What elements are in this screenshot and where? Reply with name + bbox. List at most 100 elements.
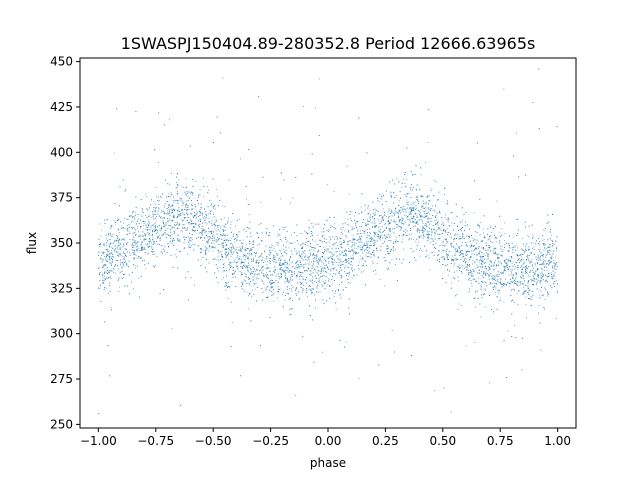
scatter-point (134, 253, 136, 255)
scatter-point (483, 273, 485, 275)
scatter-point (201, 226, 203, 227)
scatter-point (199, 247, 201, 249)
scatter-point (344, 230, 346, 232)
scatter-point (544, 308, 545, 310)
scatter-point (412, 210, 414, 211)
scatter-point (375, 209, 377, 211)
scatter-point (280, 265, 282, 266)
scatter-point (301, 244, 303, 246)
scatter-point (534, 278, 536, 280)
scatter-point (309, 274, 311, 275)
scatter-point (241, 281, 243, 283)
scatter-point (488, 382, 490, 384)
scatter-point (556, 266, 558, 268)
scatter-point (538, 258, 540, 260)
scatter-point (500, 271, 501, 273)
scatter-point (385, 216, 387, 218)
scatter-point (109, 262, 111, 264)
scatter-point (133, 245, 135, 247)
scatter-point (329, 298, 331, 300)
scatter-point (271, 283, 273, 285)
scatter-point (314, 270, 316, 272)
scatter-point (499, 231, 501, 233)
scatter-point (107, 277, 109, 279)
scatter-point (291, 253, 293, 255)
scatter-point (241, 245, 243, 247)
scatter-point (327, 248, 329, 250)
scatter-point (225, 289, 227, 291)
scatter-point (133, 236, 135, 238)
scatter-point (409, 223, 410, 225)
scatter-point (505, 262, 506, 264)
scatter-point (134, 216, 136, 218)
scatter-point (416, 229, 418, 231)
scatter-point (339, 273, 341, 275)
scatter-point (348, 266, 350, 268)
scatter-point (408, 215, 410, 217)
scatter-point (328, 241, 330, 243)
scatter-point (221, 244, 223, 246)
scatter-point (172, 220, 174, 222)
scatter-point (495, 237, 497, 239)
scatter-point (479, 272, 480, 274)
scatter-point (261, 232, 263, 234)
scatter-point (213, 223, 215, 225)
scatter-point (523, 286, 525, 288)
scatter-point (403, 248, 405, 250)
scatter-point (219, 228, 221, 229)
scatter-point (362, 245, 364, 247)
scatter-point (456, 270, 458, 272)
scatter-point (319, 282, 321, 284)
scatter-point (266, 256, 268, 258)
scatter-point (281, 293, 283, 295)
scatter-point (302, 272, 304, 274)
scatter-point (132, 211, 134, 213)
scatter-point (336, 236, 338, 238)
scatter-point (217, 255, 219, 257)
scatter-point (527, 273, 529, 275)
scatter-point (381, 226, 383, 228)
scatter-point (492, 263, 494, 265)
scatter-point (333, 242, 335, 244)
scatter-point (104, 277, 106, 279)
scatter-point (416, 207, 418, 209)
scatter-point (512, 246, 514, 248)
scatter-point (178, 210, 180, 212)
scatter-point (378, 230, 379, 232)
scatter-point (513, 324, 515, 326)
scatter-point (499, 240, 501, 242)
scatter-point (358, 252, 360, 254)
scatter-point (552, 245, 553, 247)
scatter-point (318, 78, 320, 80)
scatter-point (518, 290, 520, 292)
scatter-point (421, 206, 423, 208)
scatter-point (208, 217, 210, 219)
scatter-point (540, 268, 542, 270)
scatter-point (192, 230, 194, 232)
scatter-point (373, 255, 375, 257)
scatter-point (548, 275, 550, 277)
scatter-point (498, 273, 500, 275)
scatter-point (393, 212, 395, 214)
scatter-point (307, 285, 309, 287)
scatter-point (410, 204, 412, 206)
scatter-point (450, 245, 452, 246)
scatter-point (202, 228, 204, 230)
scatter-point (217, 196, 218, 198)
scatter-point (334, 293, 336, 295)
scatter-point (178, 179, 180, 181)
scatter-point (302, 242, 304, 244)
scatter-point (178, 235, 180, 236)
scatter-point (531, 290, 533, 292)
scatter-point (109, 243, 111, 245)
scatter-point (101, 254, 102, 256)
scatter-point (552, 270, 554, 272)
scatter-point (459, 270, 460, 272)
scatter-point (419, 255, 421, 257)
scatter-point (177, 222, 179, 224)
scatter-point (509, 256, 511, 258)
scatter-point (325, 261, 327, 263)
scatter-point (515, 275, 517, 277)
scatter-point (229, 247, 231, 249)
scatter-point (99, 272, 101, 274)
